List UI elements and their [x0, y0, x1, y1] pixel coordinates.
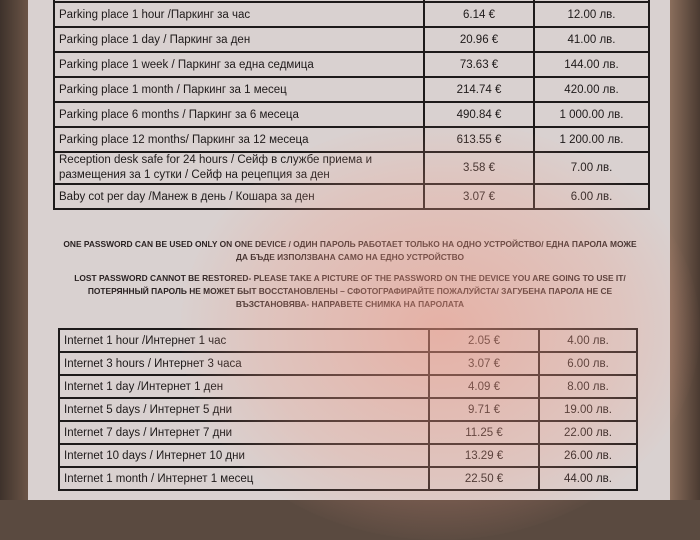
table-row: Parking place 1 day / Паркинг за ден 20.9…: [53, 26, 650, 53]
price-eur-cell: 4.09 €: [428, 374, 540, 399]
service-cell: Parking place 1 day / Паркинг за ден: [53, 26, 425, 53]
price-bgn-cell: 144.00 лв.: [533, 51, 650, 78]
price-bgn-cell: 8.00 лв.: [538, 374, 638, 399]
price-eur-cell: 20.96 €: [423, 26, 535, 53]
price-eur-cell: 22.50 €: [428, 466, 540, 491]
price-bgn-cell: 41.00 лв.: [533, 26, 650, 53]
service-cell: Parking place 12 months/ Паркинг за 12 м…: [53, 126, 425, 153]
service-cell: Internet 10 days / Интернет 10 дни: [58, 443, 430, 468]
price-bgn-cell: 1 000.00 лв.: [533, 101, 650, 128]
service-cell: Internet 7 days / Интернет 7 дни: [58, 420, 430, 445]
table-row: Parking place 1 hour /Паркинг за час 6.14…: [53, 1, 650, 28]
price-eur-cell: 214.74 €: [423, 76, 535, 103]
table-row: Parking place 1 week / Паркинг за една с…: [53, 51, 650, 78]
service-cell: Internet 1 month / Интернет 1 месец: [58, 466, 430, 491]
table-row: Internet 10 days / Интернет 10 дни 13.29 …: [58, 443, 638, 468]
service-cell: Parking place 1 month / Паркинг за 1 мес…: [53, 76, 425, 103]
price-eur-cell: 3.07 €: [428, 351, 540, 376]
table-row: Internet 3 hours / Интернет 3 часа 3.07 €…: [58, 351, 638, 376]
price-eur-cell: 13.29 €: [428, 443, 540, 468]
price-eur-cell: 9.71 €: [428, 397, 540, 422]
service-cell: Internet 1 day /Интернет 1 ден: [58, 374, 430, 399]
price-eur-cell: 6.14 €: [423, 1, 535, 28]
price-bgn-cell: 4.00 лв.: [538, 328, 638, 353]
price-bgn-cell: 7.00 лв.: [533, 151, 650, 185]
price-bgn-cell: 6.00 лв.: [538, 351, 638, 376]
table-row: Parking place 1 month / Паркинг за 1 мес…: [53, 76, 650, 103]
price-bgn-cell: 26.00 лв.: [538, 443, 638, 468]
price-bgn-cell: 22.00 лв.: [538, 420, 638, 445]
price-eur-cell: 2.05 €: [428, 328, 540, 353]
price-eur-cell: 613.55 €: [423, 126, 535, 153]
price-bgn-cell: 12.00 лв.: [533, 1, 650, 28]
price-bgn-cell: 44.00 лв.: [538, 466, 638, 491]
table-row: Baby cot per day /Манеж в день / Кошара …: [53, 183, 650, 210]
price-eur-cell: 3.07 €: [423, 183, 535, 210]
service-cell: Baby cot per day /Манеж в день / Кошара …: [53, 183, 425, 210]
service-cell: Parking place 1 week / Паркинг за една с…: [53, 51, 425, 78]
service-cell: Parking place 6 months / Паркинг за 6 ме…: [53, 101, 425, 128]
service-cell: Internet 5 days / Интернет 5 дни: [58, 397, 430, 422]
table-row: Internet 5 days / Интернет 5 дни 9.71 €19…: [58, 397, 638, 422]
table-row: Parking place 6 months / Паркинг за 6 ме…: [53, 101, 650, 128]
table-row: Internet 7 days / Интернет 7 дни 11.25 €2…: [58, 420, 638, 445]
price-bgn-cell: 1 200.00 лв.: [533, 126, 650, 153]
service-cell: Reception desk safe for 24 hours / Сейф …: [53, 151, 425, 185]
price-eur-cell: 73.63 €: [423, 51, 535, 78]
price-bgn-cell: 19.00 лв.: [538, 397, 638, 422]
price-eur-cell: 3.58 €: [423, 151, 535, 185]
table-row: Reception desk safe for 24 hours / Сейф …: [53, 151, 650, 185]
table-row: Internet 1 day /Интернет 1 ден 4.09 €8.00…: [58, 374, 638, 399]
internet-price-table: Internet 1 hour /Интернет 1 час 2.05 €4.0…: [58, 328, 638, 491]
frame-left: [0, 0, 28, 500]
price-eur-cell: 11.25 €: [428, 420, 540, 445]
services-price-table: Parking place 1 hour /Паркинг за час 6.14…: [53, 0, 650, 210]
table-row: Internet 1 hour /Интернет 1 час 2.05 €4.0…: [58, 328, 638, 353]
service-cell: Parking place 1 hour /Паркинг за час: [53, 1, 425, 28]
service-cell: Internet 3 hours / Интернет 3 часа: [58, 351, 430, 376]
notice-one-device: ONE PASSWORD CAN BE USED ONLY ON ONE DEV…: [63, 239, 637, 262]
service-cell: Internet 1 hour /Интернет 1 час: [58, 328, 430, 353]
price-bgn-cell: 420.00 лв.: [533, 76, 650, 103]
frame-right: [670, 0, 700, 500]
table-row: Internet 1 month / Интернет 1 месец 22.50…: [58, 466, 638, 491]
notice-lost-password: LOST PASSWORD CANNOT BE RESTORED- PLEASE…: [74, 273, 626, 309]
price-eur-cell: 490.84 €: [423, 101, 535, 128]
table-row: Parking place 12 months/ Паркинг за 12 м…: [53, 126, 650, 153]
price-bgn-cell: 6.00 лв.: [533, 183, 650, 210]
